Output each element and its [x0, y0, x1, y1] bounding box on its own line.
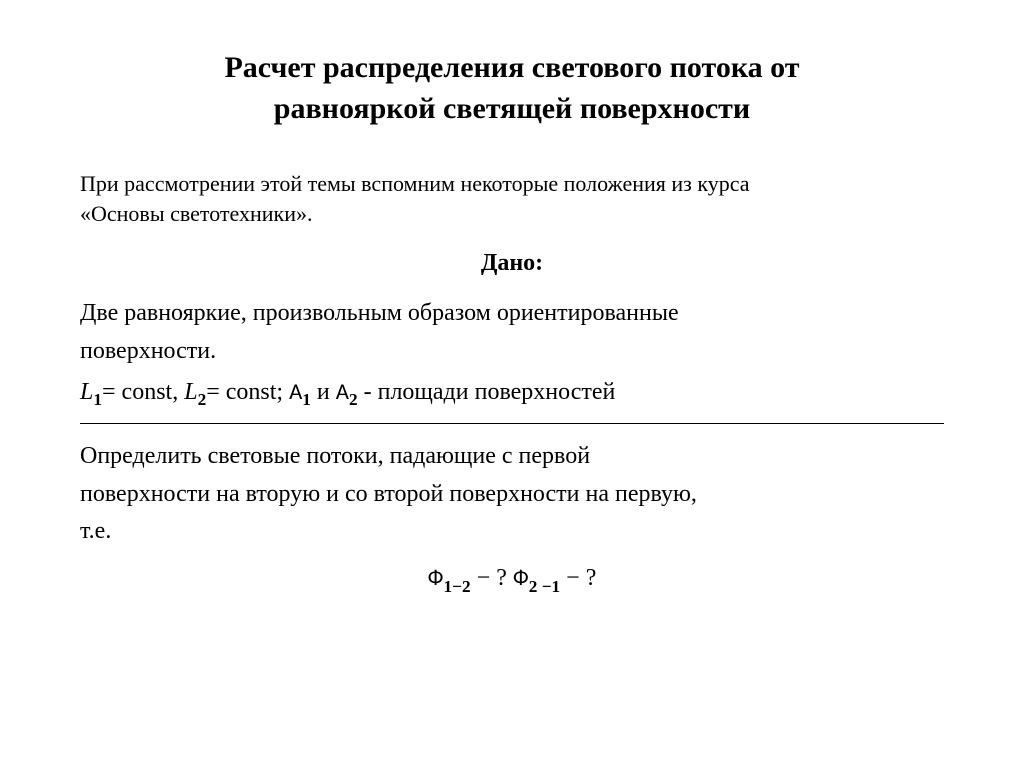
surfaces-text: Две равнояркие, произвольным образом ори…: [80, 295, 944, 369]
intro-line-1: При рассмотрении этой темы вспомним неко…: [80, 171, 750, 196]
slide-page: Расчет распределения светового потока от…: [0, 0, 1024, 596]
conditions-line: L1= const, L2= const; A1 и A2 - площади …: [80, 374, 944, 414]
sub-12: 1−2: [444, 577, 471, 596]
result-line: Ф1−2 − ? Ф2 −1 − ?: [80, 564, 944, 596]
eq-const-1: = const: [102, 379, 172, 405]
title-line-2: равнояркой светящей поверхности: [274, 92, 750, 125]
semicolon: ;: [276, 379, 289, 405]
divider-line: [80, 423, 944, 424]
given-label: Дано:: [80, 250, 944, 277]
areas-tail: - площади поверхностей: [358, 379, 616, 405]
sym-A1: A: [289, 378, 302, 406]
and-word: и: [311, 379, 336, 405]
sub-1b: 1: [302, 390, 311, 409]
sub-21: 2 −1: [529, 577, 560, 596]
eq-const-2: = const: [206, 379, 276, 405]
surfaces-line-1: Две равнояркие, произвольным образом ори…: [80, 300, 679, 326]
phi-1: Ф: [428, 564, 444, 592]
task-line-3: т.е.: [80, 518, 111, 544]
surfaces-line-2: поверхности.: [80, 338, 216, 364]
sub-2b: 2: [349, 390, 358, 409]
sub-2a: 2: [198, 390, 207, 409]
phi-2: Ф: [513, 564, 529, 592]
task-line-1: Определить световые потоки, падающие с п…: [80, 443, 590, 469]
sym-L1: L: [80, 379, 93, 405]
comma: ,: [172, 379, 184, 405]
sub-1a: 1: [93, 390, 102, 409]
task-line-2: поверхности на вторую и со второй поверх…: [80, 481, 697, 507]
title-line-1: Расчет распределения светового потока от: [224, 51, 799, 84]
intro-line-2: «Основы светотехники».: [80, 201, 313, 226]
q1: − ?: [471, 565, 507, 591]
q2: − ?: [560, 565, 596, 591]
sym-L2: L: [184, 379, 197, 405]
intro-text: При рассмотрении этой темы вспомним неко…: [80, 169, 944, 228]
sym-A2: A: [336, 378, 349, 406]
page-title: Расчет распределения светового потока от…: [80, 48, 944, 129]
task-text: Определить световые потоки, падающие с п…: [80, 438, 944, 550]
